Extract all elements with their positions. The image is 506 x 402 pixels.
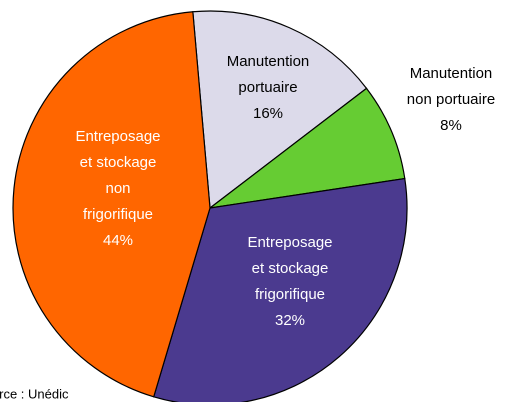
pie-slice [152, 177, 408, 402]
slice-value-label: 44% [103, 232, 133, 249]
slice-label: Entreposage et stockage non frigorifique [75, 128, 160, 223]
pie-slice [192, 10, 368, 210]
slice-value-label: 8% [440, 117, 462, 134]
slice-label: Manutention non portuaire [407, 65, 495, 108]
slice-label: Manutention portuaire [227, 53, 310, 96]
pie-slice [12, 11, 211, 398]
slice-value-label: 32% [275, 312, 305, 329]
slice-label: Entreposage et stockage frigorifique [247, 234, 332, 303]
source-note: Source : Unédic [0, 386, 69, 401]
pie-slice [209, 87, 406, 209]
slice-value-label: 16% [253, 105, 283, 122]
